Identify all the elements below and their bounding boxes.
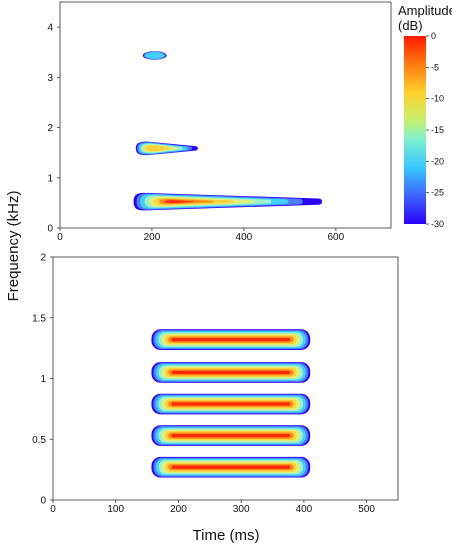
contour-level (171, 465, 291, 469)
colorbar-gradient (404, 36, 426, 224)
colorbar-tick-label: -25 (431, 188, 444, 198)
x-axis-label: Time (ms) (193, 527, 260, 544)
x-tick-label: 400 (236, 232, 253, 243)
top-x-ticks: 0 200 400 600 (57, 228, 345, 243)
x-tick-label: 100 (107, 504, 124, 515)
harmonic-band (151, 329, 311, 350)
colorbar-tick-label: -10 (431, 94, 444, 104)
colorbar-title-line2: (dB) (398, 18, 423, 33)
colorbar-tick-label: -20 (431, 156, 444, 166)
y-tick-label: 2 (40, 253, 46, 264)
y-axis-label: Frequency (kHz) (5, 191, 22, 302)
x-tick-label: 200 (144, 232, 161, 243)
bottom-x-ticks: 0 100 200 300 400 500 (50, 500, 375, 515)
x-tick-label: 0 (50, 504, 56, 515)
harmonic-band (151, 425, 311, 446)
colorbar-tick-label: -5 (431, 62, 439, 72)
top-spectrogram-panel: 0 200 400 600 0 1 2 3 4 (47, 1, 392, 243)
harmonic-band (151, 362, 311, 383)
y-tick-label: 2 (47, 123, 53, 134)
contour-level (171, 370, 291, 375)
y-tick-label: 1 (40, 374, 46, 385)
y-tick-label: 0.5 (32, 435, 46, 446)
y-tick-label: 3 (47, 73, 53, 84)
x-tick-label: 600 (327, 232, 344, 243)
spectral-blob (142, 51, 167, 60)
colorbar-tick-label: -15 (431, 125, 444, 135)
contour-level (171, 433, 291, 438)
y-tick-label: 4 (47, 23, 53, 34)
contour-level (144, 51, 165, 59)
x-tick-label: 500 (358, 504, 375, 515)
x-tick-label: 0 (57, 232, 63, 243)
colorbar-ticks: 0 -5 -10 -15 -20 -25 -30 (426, 31, 444, 229)
y-tick-label: 0 (47, 224, 53, 235)
colorbar-tick-label: 0 (431, 31, 436, 41)
spectral-blob (133, 192, 323, 211)
y-tick-label: 1 (47, 173, 53, 184)
contour-level (164, 200, 194, 204)
x-tick-label: 300 (233, 504, 250, 515)
contour-level (171, 402, 291, 406)
colorbar-title-line1: Amplitude (398, 3, 452, 18)
contour-level (144, 145, 172, 152)
bottom-spectrogram-marks (151, 329, 311, 478)
top-spectrogram-marks (133, 51, 323, 211)
x-tick-label: 400 (296, 504, 313, 515)
spectral-blob (135, 141, 198, 156)
bottom-spectrogram-panel: 0 100 200 300 400 500 0 0.5 1 1.5 2 (32, 253, 399, 515)
contour-level (171, 337, 291, 342)
bottom-y-ticks: 0 0.5 1 1.5 2 (32, 253, 53, 507)
amplitude-colorbar: Amplitude (dB) 0 -5 -10 -15 -20 -25 -30 (398, 3, 452, 229)
top-y-ticks: 0 1 2 3 4 (47, 23, 60, 235)
harmonic-band (151, 456, 311, 478)
x-tick-label: 200 (170, 504, 187, 515)
colorbar-tick-label: -30 (431, 219, 444, 229)
top-plot-frame (59, 1, 392, 229)
y-tick-label: 0 (40, 496, 46, 507)
y-tick-label: 1.5 (32, 313, 46, 324)
harmonic-band (151, 393, 311, 415)
